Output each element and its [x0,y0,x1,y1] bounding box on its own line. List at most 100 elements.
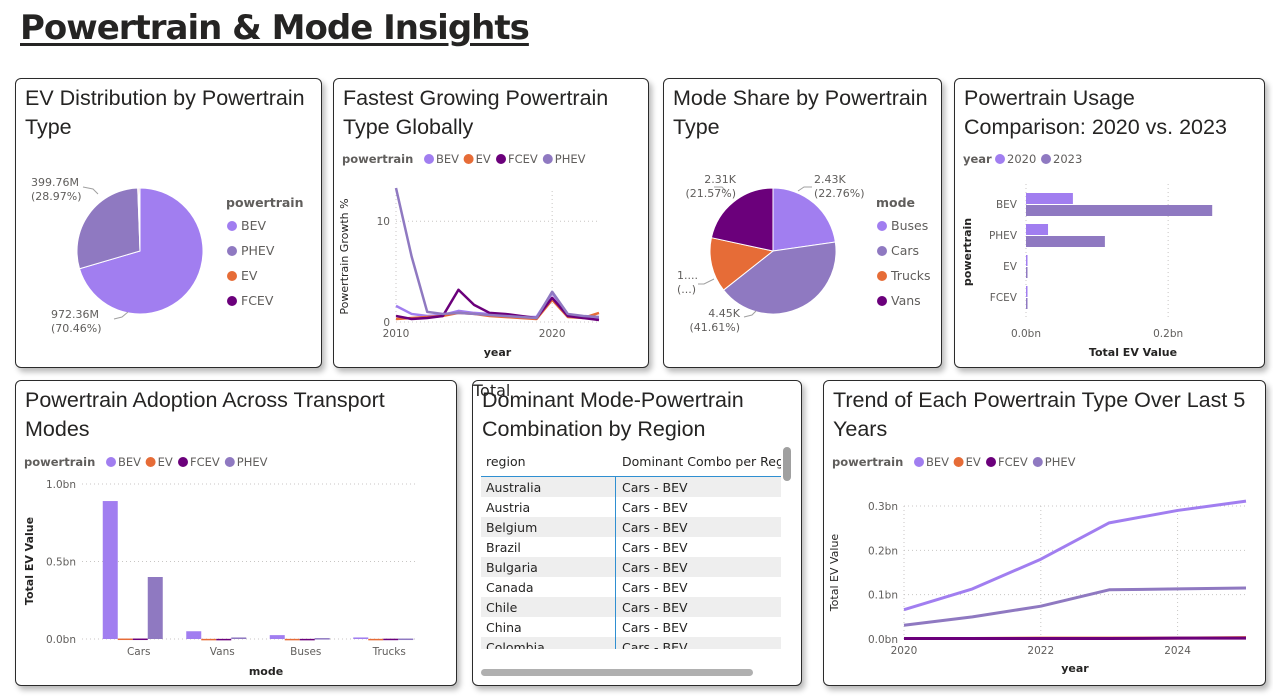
bar-cars-ev[interactable] [117,638,133,641]
cell-region: Austria [481,497,616,517]
usage-comparison-bar-chart[interactable]: 0.0bn 0.2bn Total EV Value powertrain BEV PHE… [955,79,1265,368]
legend-item-ev[interactable]: EV [241,268,258,283]
pie-slice-buses[interactable] [772,187,836,252]
bar-cars-bev[interactable] [102,501,118,639]
scrollbar-thumb[interactable] [783,447,791,481]
adoption-modes-card[interactable]: Powertrain Adoption Across Transport Mod… [15,380,457,686]
mode-share-pie-chart[interactable]: 2.43K(22.76%) 4.45K(41.61%) 1....(...) 2.31… [664,79,942,368]
legend-item-2020[interactable]: 2020 [1007,152,1036,166]
cell-region: Colombia [481,637,616,649]
leader-line [113,311,129,320]
column-header-dominant-combo[interactable]: Dominant Combo per Regio [622,454,781,469]
bar-bev-2023[interactable] [1026,205,1213,216]
bar-trucks-ev[interactable] [368,638,384,641]
table-row[interactable]: Canada Cars - BEV [481,577,781,597]
legend-item-bev[interactable]: BEV [241,218,266,233]
bar-buses-bev[interactable] [269,635,285,639]
card-title: Trend of Each Powertrain Type Over Last … [833,388,1246,441]
pie-slice-fcev[interactable] [138,187,141,252]
legend-item-trucks[interactable]: Trucks [890,268,930,283]
table-row[interactable]: Chile Cars - BEV [481,597,781,617]
trend-card[interactable]: Trend of Each Powertrain Type Over Last … [823,380,1266,686]
bar-bev-2020[interactable] [1026,193,1073,204]
bar-fcev-2020[interactable] [1026,286,1028,297]
pie-slice-cars[interactable] [722,241,837,315]
bar-buses-fcev[interactable] [299,638,315,641]
bar-phev-2020[interactable] [1026,224,1049,235]
bar-cars-fcev[interactable] [132,638,148,641]
legend-item-fcev[interactable]: FCEV [508,152,538,166]
table-row[interactable]: China Cars - BEV [481,617,781,637]
dominant-combo-table[interactable]: region Dominant Combo per Regio Australi… [481,447,781,669]
table-row[interactable]: Belgium Cars - BEV [481,517,781,537]
pie-slice-trucks[interactable] [709,237,775,291]
legend-item-phev[interactable]: PHEV [237,455,268,469]
bar-trucks-fcev[interactable] [383,638,399,641]
y-axis-title: Powertrain Growth % [338,198,351,314]
bar-vans-fcev[interactable] [216,638,232,641]
cell-region: China [481,617,616,637]
ev-distribution-card[interactable]: EV Distribution by Powertrain Type 399.7… [15,78,322,368]
legend-item-bev[interactable]: BEV [436,152,459,166]
pie-slice-bev[interactable] [78,187,204,315]
bar-trucks-bev[interactable] [353,637,369,639]
bar-phev-2023[interactable] [1026,236,1105,247]
bar-cars-phev[interactable] [147,577,163,639]
legend-item-2023[interactable]: 2023 [1053,152,1082,166]
table-row[interactable]: Austria Cars - BEV [481,497,781,517]
legend-title: powertrain [832,455,903,469]
adoption-modes-bar-chart[interactable]: 0.0bn 0.5bn 1.0bn Total EV Value mode Cars Van… [16,381,457,686]
pie-slice-vans[interactable] [710,187,774,252]
dominant-combo-card[interactable]: Dominant Mode-Powertrain Combination by … [472,380,802,686]
trend-line-chart[interactable]: 0.0bn 0.1bn 0.2bn 0.3bn 2020 2022 2024 year Tota… [824,381,1266,686]
x-tick-label: 2024 [1164,645,1191,657]
fastest-growing-line-chart[interactable]: 0 10 2010 2020 year Powertrain Growth % powert… [334,79,649,368]
legend-marker-phev [1032,457,1043,467]
series-line-phev[interactable] [903,586,1247,627]
bar-ev-2020[interactable] [1026,255,1028,266]
legend-item-fcev[interactable]: FCEV [998,455,1028,469]
bar-ev-2023[interactable] [1026,267,1028,278]
cell-dominant-combo: Cars - BEV [622,499,688,515]
usage-comparison-card[interactable]: Powertrain Usage Comparison: 2020 vs. 20… [954,78,1265,368]
legend-item-phev[interactable]: PHEV [241,243,275,258]
bar-vans-bev[interactable] [186,631,202,639]
bar-vans-ev[interactable] [201,638,217,641]
bar-buses-phev[interactable] [314,638,330,640]
legend-item-ev[interactable]: EV [158,455,173,469]
vertical-scrollbar[interactable] [783,447,791,667]
table-row[interactable]: Brazil Cars - BEV [481,537,781,557]
legend-item-cars[interactable]: Cars [891,243,919,258]
table-row[interactable]: Colombia Cars - BEV [481,637,781,649]
series-line-fcev[interactable] [395,288,600,322]
fastest-growing-card[interactable]: Fastest Growing Powertrain Type Globally… [333,78,649,368]
table-row[interactable]: Bulgaria Cars - BEV [481,557,781,577]
legend-item-bev[interactable]: BEV [926,455,949,469]
legend-item-fcev[interactable]: FCEV [190,455,220,469]
bar-trucks-phev[interactable] [398,638,414,641]
x-tick-label: 2020 [891,645,918,657]
ev-distribution-pie-chart[interactable]: 399.76M(28.97%) 972.36M(70.46%) powertrain… [16,79,322,368]
cell-dominant-combo: Cars - BEV [622,579,688,595]
column-header-region[interactable]: region [486,454,526,469]
pie-slice-phev[interactable] [76,187,141,270]
horizontal-scrollbar[interactable] [481,669,753,676]
legend-item-bev[interactable]: BEV [118,455,141,469]
legend-item-phev[interactable]: PHEV [1045,455,1076,469]
table-row[interactable]: Australia Cars - BEV [481,477,781,497]
legend-item-ev[interactable]: EV [476,152,491,166]
table-body: Australia Cars - BEV Austria Cars - BEV Belg… [481,477,781,649]
mode-share-card[interactable]: Mode Share by Powertrain Type 2.43K (22.7… [663,78,942,368]
legend-item-ev[interactable]: EV [966,455,981,469]
legend-item-phev[interactable]: PHEV [555,152,586,166]
bar-fcev-2023[interactable] [1026,298,1028,309]
series-line-phev[interactable] [394,187,600,320]
legend-item-buses[interactable]: Buses [891,218,928,233]
series-line-bev[interactable] [903,499,1247,612]
y-tick-label: 0.5bn [46,557,76,569]
bar-buses-ev[interactable] [284,638,300,641]
legend-item-vans[interactable]: Vans [891,293,921,308]
cell-region: Canada [481,577,616,597]
legend-item-fcev[interactable]: FCEV [241,293,274,308]
bar-vans-phev[interactable] [231,637,247,639]
